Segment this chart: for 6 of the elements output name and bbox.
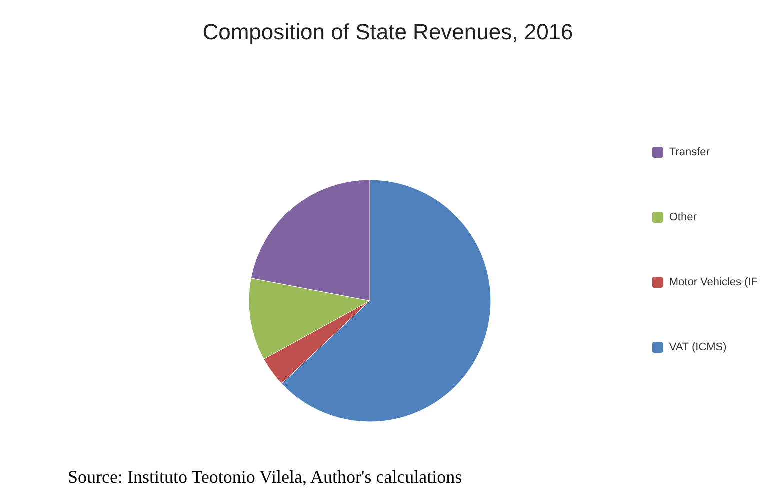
legend-label: Other: [669, 212, 698, 224]
chart-title: Composition of State Revenues, 2016: [202, 20, 574, 44]
legend-label: Transfer: [669, 146, 710, 158]
legend-label: VAT (ICMS): [669, 342, 727, 354]
source-note: Source: Instituto Teotonio Vilela, Author's calculations: [68, 467, 462, 487]
legend-label: Motor Vehicles (IF: [669, 276, 758, 288]
